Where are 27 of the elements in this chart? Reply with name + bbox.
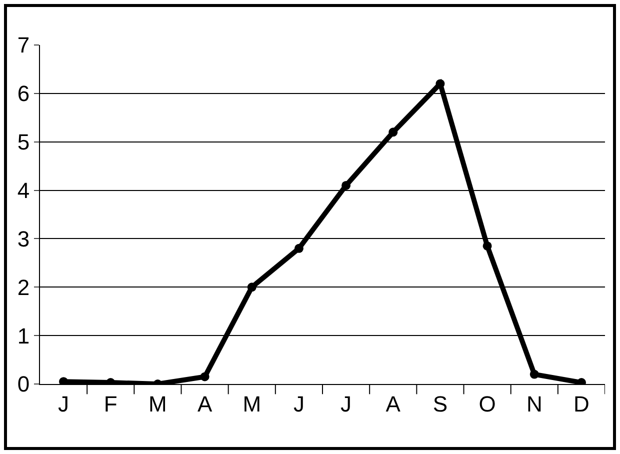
y-tick-label: 6 bbox=[17, 81, 30, 106]
x-tick-label: D bbox=[574, 391, 590, 416]
y-tick-label: 7 bbox=[17, 32, 30, 58]
point bbox=[247, 282, 256, 292]
point bbox=[294, 244, 304, 253]
y-tick-label: 2 bbox=[17, 274, 30, 300]
x-tick-label: N bbox=[526, 391, 542, 416]
y-tick-label: 4 bbox=[17, 178, 30, 203]
point bbox=[342, 180, 351, 190]
point bbox=[482, 241, 492, 250]
y-tick-label: 3 bbox=[17, 226, 30, 252]
x-tick-label: S bbox=[432, 391, 448, 416]
point bbox=[530, 370, 539, 379]
x-tick-label: J bbox=[340, 391, 352, 416]
x-tick-label: O bbox=[478, 391, 496, 416]
point bbox=[388, 128, 398, 137]
y-tick-label: 1 bbox=[17, 323, 30, 348]
y-tick-label: 0 bbox=[17, 372, 30, 397]
x-tick-label: A bbox=[386, 391, 401, 416]
x-tick-label: F bbox=[104, 391, 118, 416]
x-tick-label: A bbox=[197, 391, 212, 416]
x-tick-label: M bbox=[148, 391, 167, 416]
y-tick-label: 5 bbox=[17, 130, 30, 155]
point bbox=[200, 372, 210, 382]
x-tick-label: J bbox=[58, 391, 70, 416]
x-tick-label: M bbox=[242, 391, 262, 416]
x-tick-label: J bbox=[293, 391, 304, 416]
